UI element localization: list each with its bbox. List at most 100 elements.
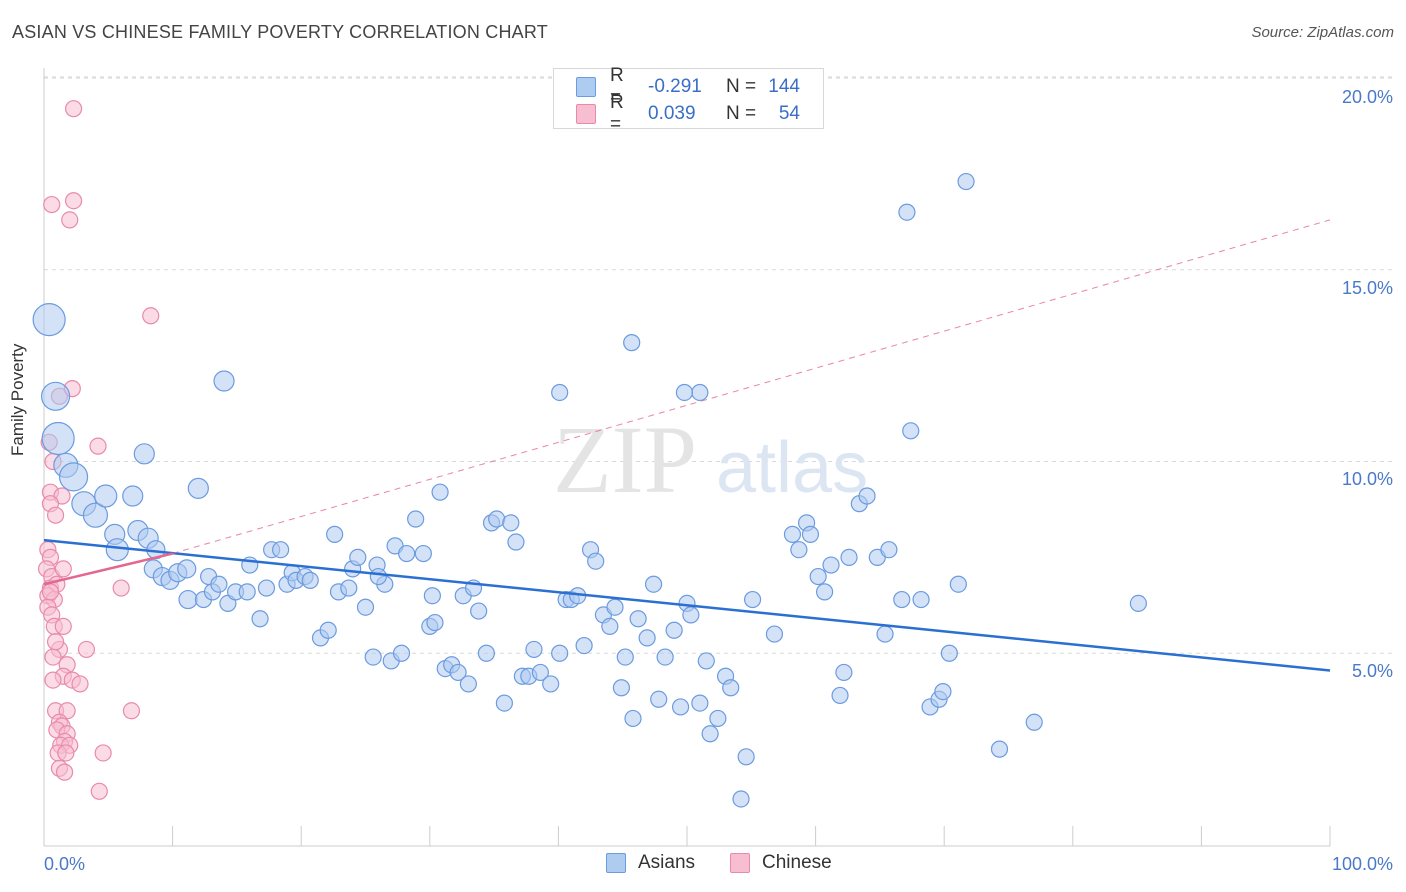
chinese-point (54, 560, 72, 578)
legend-item-chinese[interactable]: Chinese (730, 852, 832, 874)
chinese-point (94, 744, 112, 762)
asian-point (816, 583, 834, 601)
legend-item-asians[interactable]: Asians (606, 852, 695, 874)
asian-point (876, 625, 894, 643)
asian-point (525, 640, 543, 659)
legend-label-chinese: Chinese (762, 852, 832, 873)
asian-point (94, 484, 118, 508)
chinese-point (71, 675, 89, 693)
asian-point (251, 610, 269, 628)
chinese-point (64, 192, 83, 210)
asian-point (606, 598, 624, 616)
y-tick-5: 5.0% (1352, 661, 1393, 681)
legend-row-chinese: R = 0.039 N = 54 (554, 92, 800, 135)
chart-title: ASIAN VS CHINESE FAMILY POVERTY CORRELAT… (12, 22, 548, 42)
asian-point (426, 613, 444, 632)
asian-point (495, 694, 513, 712)
asian-point (691, 383, 709, 402)
chinese-point (122, 702, 141, 720)
chinese-point (55, 763, 74, 781)
asian-point (502, 514, 520, 532)
asian-point (840, 548, 858, 566)
watermark-atlas: atlas (716, 428, 868, 508)
series-legend: Asians Chinese (0, 850, 1406, 878)
watermark-zip: ZIP (553, 406, 697, 513)
asian-point (40, 381, 71, 411)
asian-point (801, 525, 820, 543)
legend-swatch-chinese (576, 104, 596, 124)
asian-point (398, 544, 416, 563)
asian-point (624, 709, 642, 728)
asian-point (665, 621, 683, 639)
asian-point (940, 644, 958, 662)
asian-point (765, 625, 784, 643)
asian-point (210, 575, 228, 593)
asian-point (858, 487, 876, 505)
chinese-point (77, 640, 96, 659)
x-tick-min: 0.0% (44, 854, 85, 874)
stats-legend: R = -0.291 N = 144 R = 0.039 N = 54 (553, 65, 824, 135)
asian-point (105, 538, 129, 562)
asian-point (122, 485, 144, 507)
chinese-point (90, 782, 108, 800)
asian-point (58, 462, 89, 492)
asian-point (82, 502, 109, 528)
asian-point (957, 172, 975, 191)
asian-point (369, 567, 387, 586)
asian-point (41, 421, 75, 456)
asian-point (701, 725, 719, 743)
asian-point (470, 602, 488, 620)
chinese-point (142, 307, 160, 325)
asian-point (623, 334, 641, 352)
asian-point (213, 370, 235, 392)
asian-point (629, 610, 647, 628)
asian-point (319, 621, 337, 639)
asian-point (459, 675, 477, 693)
asian-point (949, 575, 967, 593)
asian-point (934, 682, 952, 701)
asian-point (831, 686, 849, 705)
asian-point (414, 544, 432, 563)
asian-point (178, 589, 198, 610)
asian-point (326, 525, 344, 543)
asian-point (340, 579, 358, 597)
y-tick-15: 15.0% (1342, 278, 1393, 298)
legend-label-asians: Asians (638, 852, 696, 873)
asian-point (822, 556, 840, 574)
legend-n-value-asians: 144 (768, 76, 800, 97)
chinese-point (57, 744, 75, 762)
asian-point (616, 648, 634, 666)
legend-r-value-asians: -0.291 (648, 76, 702, 97)
asian-point (682, 606, 700, 624)
asian-point (551, 383, 569, 402)
axes (43, 68, 1331, 847)
legend-n-label: N = (726, 76, 757, 97)
asian-point (601, 617, 619, 636)
asian-point (671, 698, 690, 716)
asian-point (449, 663, 467, 682)
chinese-point (46, 633, 65, 651)
asian-point (722, 679, 740, 697)
asian-point (644, 575, 663, 593)
asian-point (507, 533, 525, 551)
legend-swatch-asians (576, 77, 596, 97)
asian-point (551, 644, 569, 662)
asian-point (349, 548, 367, 566)
chinese-trend-extension (172, 219, 1331, 555)
legend-swatch-chinese (730, 853, 750, 873)
chinese-point (112, 579, 130, 597)
asian-point (431, 483, 449, 501)
chinese-point (54, 617, 72, 636)
chinese-point (43, 195, 61, 214)
trend-lines (43, 219, 1331, 672)
legend-r-label: R = (610, 65, 624, 108)
asian-point (809, 567, 827, 586)
asian-point (783, 525, 802, 543)
asian-point (32, 303, 66, 337)
asian-point (257, 579, 276, 597)
asian-point (898, 203, 916, 221)
chinese-point (44, 648, 62, 666)
asian-point (990, 740, 1009, 758)
chinese-point (64, 100, 83, 118)
asian-point (691, 694, 709, 712)
